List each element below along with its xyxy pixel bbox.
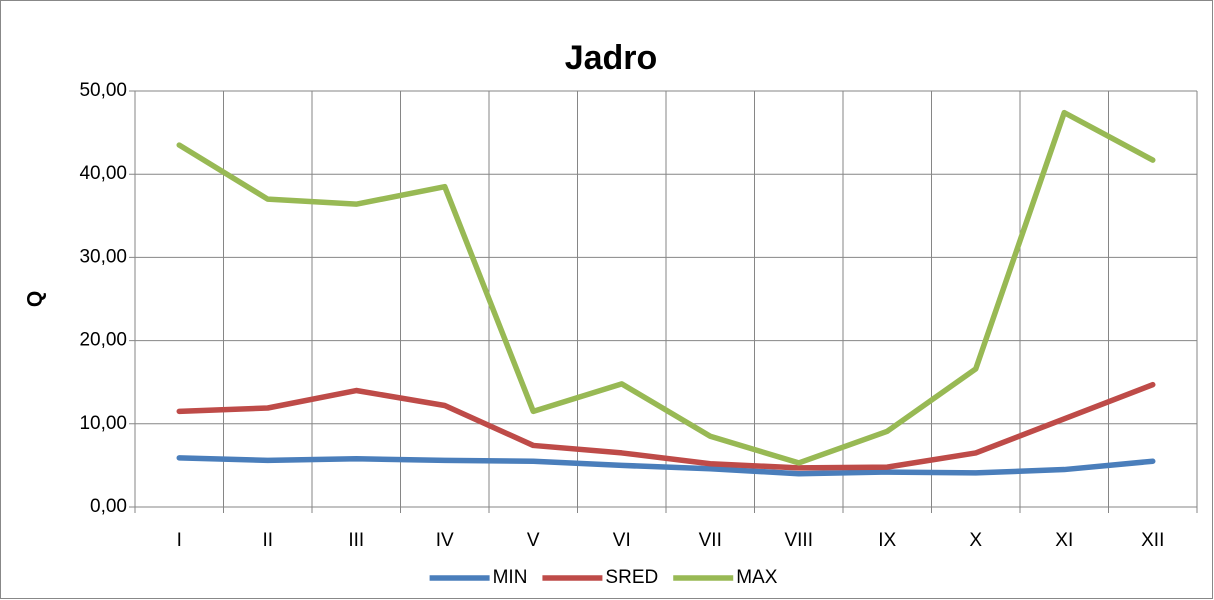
x-tick-label: IV [436,530,454,551]
x-tick-label: III [348,530,364,551]
y-axis-title: Q [24,291,47,307]
chart-title: Jadro [565,39,658,77]
x-tick-label: VIII [784,530,813,551]
series-line [176,381,1156,471]
legend-label: MIN [493,567,528,588]
series-line [176,455,1156,477]
y-tick-label: 0,00 [90,496,127,517]
x-tick-label: I [177,530,182,551]
x-tick-label: II [262,530,273,551]
legend-label: SRED [605,567,658,588]
y-tick-label: 40,00 [79,163,127,184]
x-tick-label: X [969,530,982,551]
x-tick-label: V [527,530,540,551]
y-tick-label: 10,00 [79,413,127,434]
y-tick-label: 50,00 [79,80,127,101]
y-tick-label: 30,00 [79,246,127,267]
legend-label: MAX [736,567,778,588]
x-tick-label: IX [878,530,896,551]
y-tick-label: 20,00 [79,330,127,351]
x-tick-label: XI [1055,530,1073,551]
x-tick-label: VII [699,530,722,551]
x-tick-label: VI [613,530,631,551]
x-tick-label: XII [1141,530,1164,551]
series-line [176,109,1156,466]
